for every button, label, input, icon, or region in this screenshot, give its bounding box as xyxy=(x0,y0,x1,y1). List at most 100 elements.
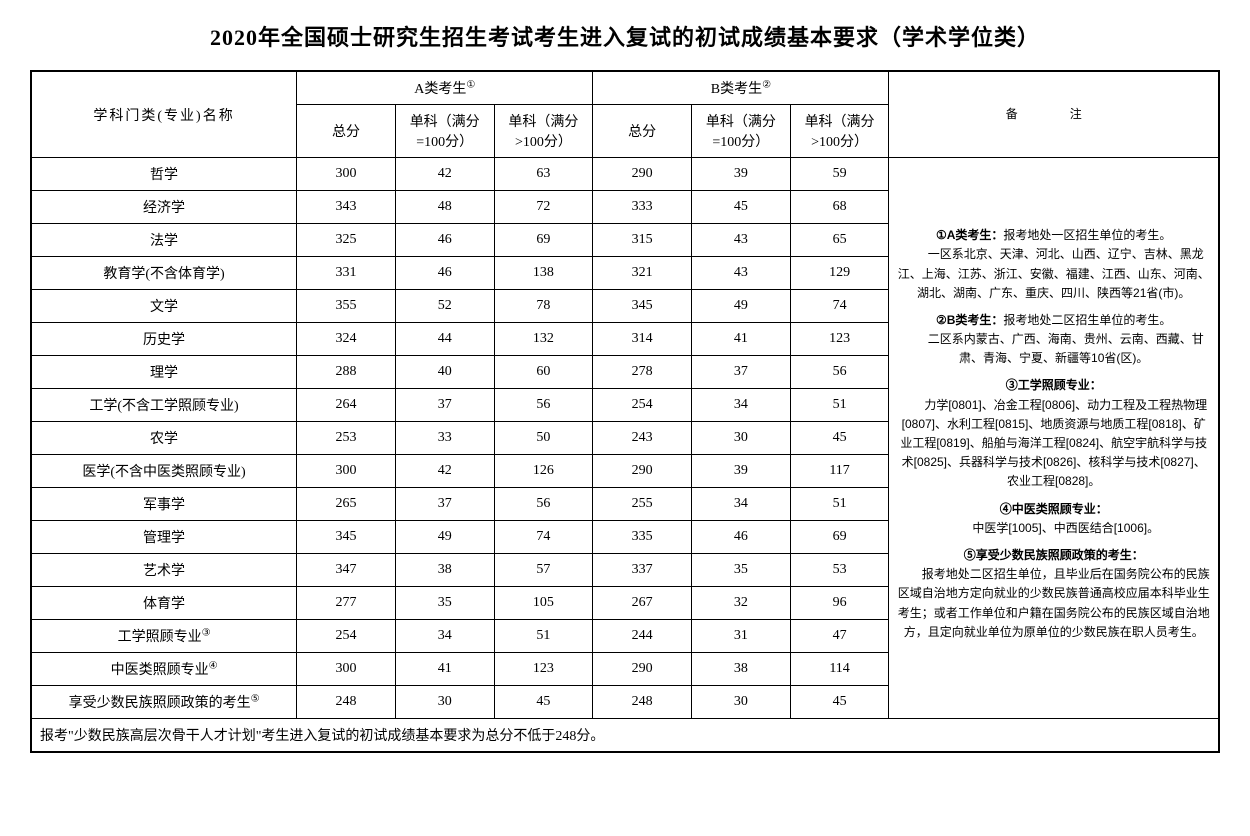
cell-score: 347 xyxy=(297,554,396,587)
cell-score: 331 xyxy=(297,257,396,290)
cell-score: 34 xyxy=(691,488,790,521)
cell-score: 248 xyxy=(593,686,692,719)
cell-score: 50 xyxy=(494,422,593,455)
cell-score: 49 xyxy=(395,521,494,554)
cell-score: 123 xyxy=(790,323,889,356)
cell-score: 253 xyxy=(297,422,396,455)
header-notes: 备 注 xyxy=(889,71,1219,158)
note-4: ④中医类照顾专业：中医学[1005]、中西医结合[1006]。 xyxy=(897,500,1210,538)
cell-score: 35 xyxy=(691,554,790,587)
cell-score: 45 xyxy=(790,422,889,455)
cell-score: 300 xyxy=(297,653,396,686)
cell-score: 30 xyxy=(691,422,790,455)
cell-score: 333 xyxy=(593,191,692,224)
cell-score: 46 xyxy=(395,224,494,257)
header-group-a: A类考生① xyxy=(297,71,593,105)
cell-score: 38 xyxy=(395,554,494,587)
cell-score: 56 xyxy=(790,356,889,389)
page-title: 2020年全国硕士研究生招生考试考生进入复试的初试成绩基本要求（学术学位类） xyxy=(30,20,1220,52)
cell-score: 48 xyxy=(395,191,494,224)
cell-subject: 哲学 xyxy=(31,158,297,191)
header-b-s100: 单科（满分=100分） xyxy=(691,105,790,158)
cell-score: 41 xyxy=(691,323,790,356)
cell-subject: 工学照顾专业③ xyxy=(31,620,297,653)
cell-score: 325 xyxy=(297,224,396,257)
cell-score: 69 xyxy=(790,521,889,554)
footer-note: 报考"少数民族高层次骨干人才计划"考生进入复试的初试成绩基本要求为总分不低于24… xyxy=(31,719,1219,753)
cell-score: 49 xyxy=(691,290,790,323)
cell-score: 35 xyxy=(395,587,494,620)
cell-score: 315 xyxy=(593,224,692,257)
cell-score: 40 xyxy=(395,356,494,389)
cell-score: 33 xyxy=(395,422,494,455)
header-group-b: B类考生② xyxy=(593,71,889,105)
cell-score: 248 xyxy=(297,686,396,719)
cell-subject: 艺术学 xyxy=(31,554,297,587)
header-b-s100p: 单科（满分>100分） xyxy=(790,105,889,158)
cell-score: 345 xyxy=(297,521,396,554)
cell-score: 290 xyxy=(593,455,692,488)
cell-score: 46 xyxy=(395,257,494,290)
cell-subject: 历史学 xyxy=(31,323,297,356)
cell-subject: 军事学 xyxy=(31,488,297,521)
cell-score: 34 xyxy=(691,389,790,422)
cell-score: 244 xyxy=(593,620,692,653)
note-3: ③工学照顾专业：力学[0801]、冶金工程[0806]、动力工程及工程热物理[0… xyxy=(897,376,1210,491)
cell-score: 265 xyxy=(297,488,396,521)
cell-score: 254 xyxy=(297,620,396,653)
cell-score: 32 xyxy=(691,587,790,620)
cell-score: 290 xyxy=(593,158,692,191)
cell-score: 69 xyxy=(494,224,593,257)
cell-score: 123 xyxy=(494,653,593,686)
cell-score: 105 xyxy=(494,587,593,620)
header-a-s100p: 单科（满分>100分） xyxy=(494,105,593,158)
cell-score: 138 xyxy=(494,257,593,290)
cell-score: 56 xyxy=(494,389,593,422)
cell-score: 243 xyxy=(593,422,692,455)
note-2: ②B类考生：报考地处二区招生单位的考生。二区系内蒙古、广西、海南、贵州、云南、西… xyxy=(897,311,1210,369)
cell-subject: 管理学 xyxy=(31,521,297,554)
cell-subject: 中医类照顾专业④ xyxy=(31,653,297,686)
cell-score: 45 xyxy=(790,686,889,719)
cell-score: 45 xyxy=(494,686,593,719)
cell-score: 42 xyxy=(395,158,494,191)
cell-score: 53 xyxy=(790,554,889,587)
table-row: 哲学30042632903959①A类考生：报考地处一区招生单位的考生。一区系北… xyxy=(31,158,1219,191)
cell-subject: 法学 xyxy=(31,224,297,257)
cell-score: 38 xyxy=(691,653,790,686)
cell-score: 39 xyxy=(691,455,790,488)
cell-score: 60 xyxy=(494,356,593,389)
cell-score: 355 xyxy=(297,290,396,323)
note-1: ①A类考生：报考地处一区招生单位的考生。一区系北京、天津、河北、山西、辽宁、吉林… xyxy=(897,226,1210,303)
cell-subject: 体育学 xyxy=(31,587,297,620)
cell-score: 254 xyxy=(593,389,692,422)
header-a-total: 总分 xyxy=(297,105,396,158)
cell-score: 324 xyxy=(297,323,396,356)
cell-score: 51 xyxy=(790,389,889,422)
cell-score: 132 xyxy=(494,323,593,356)
cell-score: 343 xyxy=(297,191,396,224)
cell-score: 56 xyxy=(494,488,593,521)
cell-score: 30 xyxy=(691,686,790,719)
cell-score: 30 xyxy=(395,686,494,719)
cell-score: 96 xyxy=(790,587,889,620)
cell-score: 264 xyxy=(297,389,396,422)
cell-score: 267 xyxy=(593,587,692,620)
cell-subject: 享受少数民族照顾政策的考生⑤ xyxy=(31,686,297,719)
cell-subject: 经济学 xyxy=(31,191,297,224)
cell-score: 117 xyxy=(790,455,889,488)
header-subject: 学科门类(专业)名称 xyxy=(31,71,297,158)
cell-score: 335 xyxy=(593,521,692,554)
cell-score: 51 xyxy=(790,488,889,521)
cell-score: 34 xyxy=(395,620,494,653)
cell-subject: 理学 xyxy=(31,356,297,389)
cell-score: 44 xyxy=(395,323,494,356)
cell-score: 314 xyxy=(593,323,692,356)
score-table: 学科门类(专业)名称 A类考生① B类考生② 备 注 总分 单科（满分=100分… xyxy=(30,70,1220,753)
cell-score: 37 xyxy=(395,389,494,422)
note-5: ⑤享受少数民族照顾政策的考生：报考地处二区招生单位，且毕业后在国务院公布的民族区… xyxy=(897,546,1210,642)
cell-subject: 医学(不含中医类照顾专业) xyxy=(31,455,297,488)
cell-score: 39 xyxy=(691,158,790,191)
cell-score: 52 xyxy=(395,290,494,323)
cell-score: 51 xyxy=(494,620,593,653)
